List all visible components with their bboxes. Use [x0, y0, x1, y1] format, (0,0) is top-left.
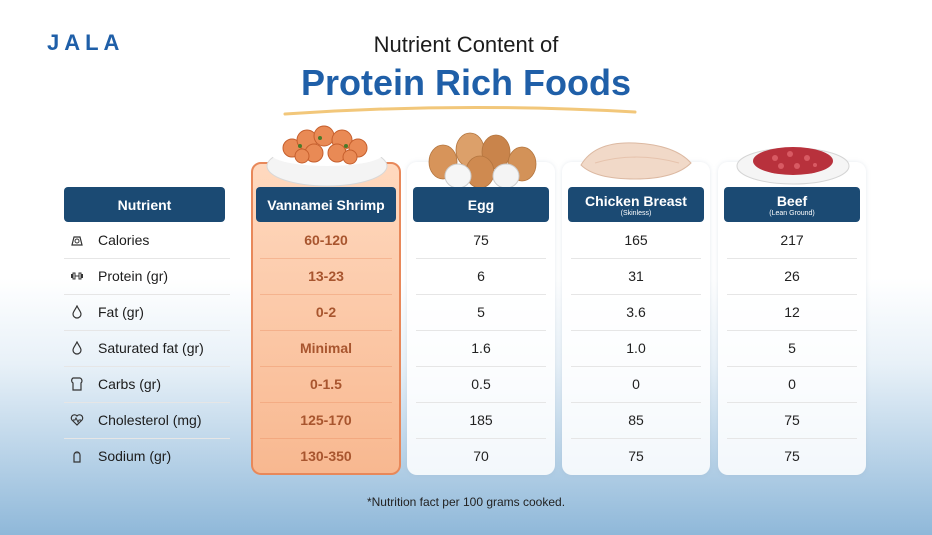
cell-separator: [260, 258, 392, 259]
row-separator: [64, 366, 230, 367]
shrimp-bowl-image: [266, 125, 388, 187]
ground-beef-image: [736, 147, 850, 185]
row-label-4: Carbs (gr): [64, 366, 230, 402]
cell-separator: [727, 402, 857, 403]
cell-separator: [727, 330, 857, 331]
cell-separator: [727, 258, 857, 259]
row-label-text: Carbs (gr): [98, 376, 162, 392]
table-cell: 1.0: [626, 340, 646, 356]
row-label-3: Saturated fat (gr): [64, 330, 230, 366]
cell-separator: [571, 258, 701, 259]
table-cell: 31: [628, 268, 644, 284]
table-cell: 75: [473, 232, 489, 248]
cell-separator: [727, 294, 857, 295]
cell-separator: [416, 330, 546, 331]
cell-separator: [727, 438, 857, 439]
cell-separator: [260, 366, 392, 367]
salt-shaker-icon: [70, 449, 84, 463]
row-separator: [64, 438, 230, 439]
cell-separator: [571, 330, 701, 331]
row-label-6: Sodium (gr): [64, 438, 230, 474]
brand-logo: JALA: [47, 30, 125, 55]
chicken-breast-image: [580, 142, 692, 180]
header-beef: Beef (Lean Ground): [724, 187, 860, 222]
cell-separator: [416, 366, 546, 367]
row-separator: [64, 402, 230, 403]
title-line2: Protein Rich Foods: [300, 62, 631, 103]
cell-separator: [260, 330, 392, 331]
table-cell: 75: [784, 412, 800, 428]
header-shrimp: Vannamei Shrimp: [256, 187, 396, 222]
row-label-1: Protein (gr): [64, 258, 230, 294]
row-label-2: Fat (gr): [64, 294, 230, 330]
scale-icon: [70, 233, 84, 247]
table-cell: 75: [784, 448, 800, 464]
drop-icon: [70, 341, 84, 355]
footnote: *Nutrition fact per 100 grams cooked.: [366, 495, 566, 509]
cell-separator: [727, 366, 857, 367]
table-cell: 3.6: [626, 304, 646, 320]
table-cell: 125-170: [300, 412, 352, 428]
table-cell: 0-2: [315, 304, 337, 320]
cell-separator: [416, 258, 546, 259]
table-cell: 130-350: [300, 448, 352, 464]
table-cell: 6: [477, 268, 485, 284]
cell-separator: [260, 402, 392, 403]
cell-separator: [260, 294, 392, 295]
row-separator: [64, 294, 230, 295]
table-cell: 70: [473, 448, 489, 464]
table-cell: 0: [788, 376, 796, 392]
header-chicken: Chicken Breast (Skinless): [568, 187, 704, 222]
table-cell: 75: [628, 448, 644, 464]
cell-separator: [416, 294, 546, 295]
table-cell: 5: [788, 340, 796, 356]
table-cell: 5: [477, 304, 485, 320]
table-cell: 0-1.5: [310, 376, 342, 392]
table-cell: Minimal: [299, 340, 353, 356]
row-separator: [64, 258, 230, 259]
eggs-image: [428, 132, 537, 189]
row-label-text: Fat (gr): [98, 304, 144, 320]
row-label-5: Cholesterol (mg): [64, 402, 230, 438]
table-cell: 165: [624, 232, 648, 248]
table-cell: 185: [469, 412, 493, 428]
heart-pulse-icon: [70, 413, 84, 427]
title-line1: Nutrient Content of: [373, 32, 559, 57]
title-underline-swoosh: [283, 105, 637, 116]
table-cell: 13-23: [308, 268, 344, 284]
dumbbell-icon: [70, 269, 84, 283]
table-cell: 0: [632, 376, 640, 392]
cell-separator: [571, 366, 701, 367]
table-cell: 85: [628, 412, 644, 428]
row-label-0: Calories: [64, 222, 230, 258]
cell-separator: [416, 438, 546, 439]
table-cell: 1.6: [471, 340, 491, 356]
cell-separator: [571, 294, 701, 295]
row-separator: [64, 330, 230, 331]
cell-separator: [416, 402, 546, 403]
row-label-text: Saturated fat (gr): [98, 340, 204, 356]
cell-separator: [260, 438, 392, 439]
header-nutrient: Nutrient: [64, 187, 225, 222]
header-egg: Egg: [413, 187, 549, 222]
table-cell: 12: [784, 304, 800, 320]
row-label-text: Protein (gr): [98, 268, 169, 284]
table-cell: 0.5: [471, 376, 491, 392]
table-cell: 26: [784, 268, 800, 284]
bread-icon: [70, 377, 84, 391]
row-label-text: Sodium (gr): [98, 448, 172, 464]
row-label-text: Cholesterol (mg): [98, 412, 202, 428]
cell-separator: [571, 438, 701, 439]
table-cell: 60-120: [304, 232, 348, 248]
row-label-text: Calories: [98, 232, 150, 248]
table-cell: 217: [780, 232, 804, 248]
drop-icon: [70, 305, 84, 319]
cell-separator: [571, 402, 701, 403]
